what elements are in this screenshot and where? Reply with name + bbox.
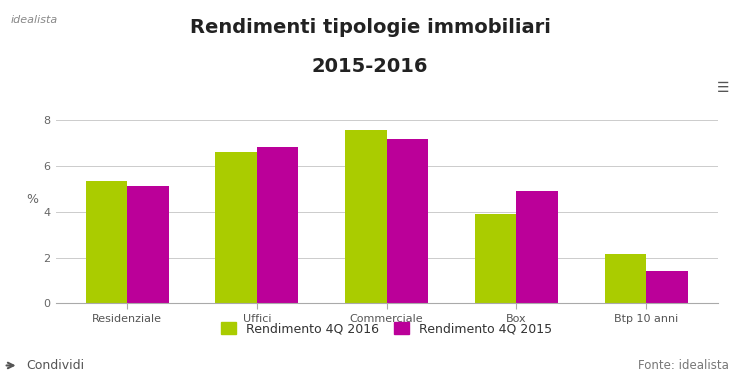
Bar [345,130,386,303]
Bar [215,152,257,303]
Text: idealista: idealista [11,16,58,25]
Text: Fonte: idealista: Fonte: idealista [638,359,729,372]
Bar [386,138,428,303]
Legend: Rendimento 4Q 2016, Rendimento 4Q 2015: Rendimento 4Q 2016, Rendimento 4Q 2015 [221,322,552,335]
Bar [86,181,127,303]
Text: 2015-2016: 2015-2016 [312,57,428,76]
Bar [257,147,298,303]
Bar [127,186,169,303]
Y-axis label: %: % [27,193,38,206]
Text: Condividi: Condividi [26,359,84,372]
Bar [517,191,558,303]
Text: ☰: ☰ [716,81,729,95]
Bar [646,272,687,303]
Bar [605,254,646,303]
Text: Rendimenti tipologie immobiliari: Rendimenti tipologie immobiliari [189,18,551,37]
Bar [475,214,517,303]
